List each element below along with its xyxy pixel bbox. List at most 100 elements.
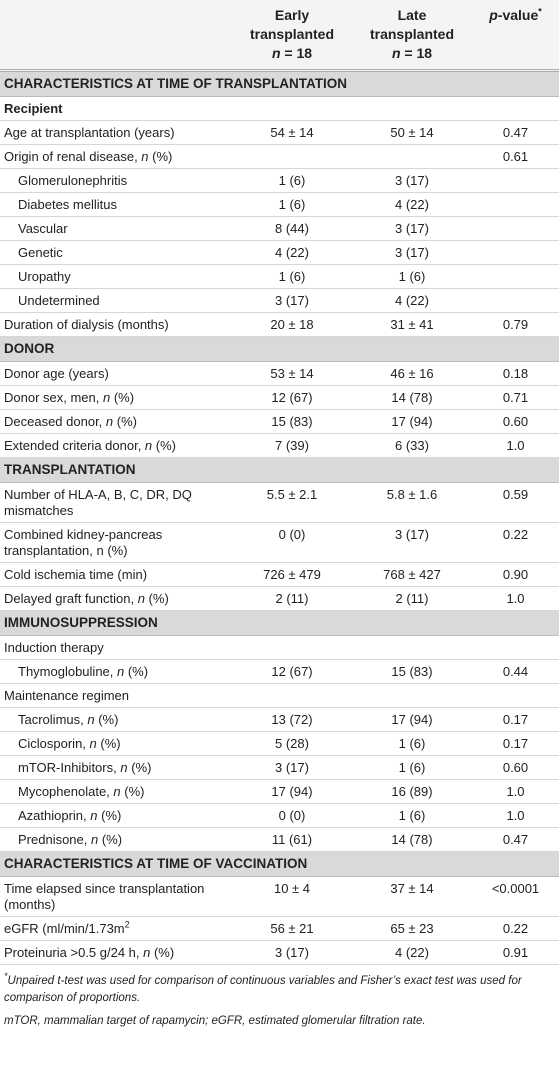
text: CHARACTERISTICS AT TIME OF TRANSPLANTATI… (4, 76, 347, 91)
row-label: Recipient (0, 96, 559, 121)
italic-text: n (91, 832, 99, 847)
text: (%) (96, 736, 121, 751)
cell-value: 4 (22) (352, 288, 472, 313)
row-label: Tacrolimus, n (%) (0, 707, 232, 732)
cell-value: 0.22 (472, 916, 559, 941)
text: Thymoglobuline, (18, 664, 117, 679)
cell-value: 12 (67) (232, 659, 352, 684)
text: mTOR-Inhibitors, (18, 760, 121, 775)
cell-value: 16 (89) (352, 779, 472, 804)
cell-value: 65 ± 23 (352, 916, 472, 941)
cell-value: 11 (61) (232, 827, 352, 852)
cell-value: 0.61 (472, 144, 559, 169)
cell-value: 17 (94) (352, 707, 472, 732)
header-line: Early (236, 6, 348, 25)
row-label: Number of HLA-A, B, C, DR, DQ mismatches (0, 482, 232, 523)
cell-value: 8 (44) (232, 216, 352, 241)
text: (%) (144, 591, 169, 606)
header-line: Late (356, 6, 468, 25)
cell-value: 6 (33) (352, 433, 472, 458)
row-label: IMMUNOSUPPRESSION (0, 610, 559, 636)
section-row: DONOR (0, 336, 559, 362)
row-row: Age at transplantation (years) 54 ± 14 50 … (0, 120, 559, 145)
text: Prednisone, (18, 832, 91, 847)
superscript: 2 (124, 919, 130, 930)
text: transplanted (249, 26, 334, 42)
cell-value: 0.18 (472, 361, 559, 386)
cell-value: 3 (17) (352, 240, 472, 265)
footnotes: *Unpaired t-test was used for comparison… (0, 965, 559, 1030)
italic-text: n (141, 149, 149, 164)
row-label: Maintenance regimen (0, 683, 232, 708)
cell-value: 5 (28) (232, 731, 352, 756)
row-label: Time elapsed since transplantation (mont… (0, 876, 232, 917)
text: Age at transplantation (years) (4, 125, 175, 140)
cell-value: 0.22 (472, 522, 559, 563)
italic-text: n (143, 945, 151, 960)
row-label: eGFR (ml/min/1.73m2 (0, 916, 232, 941)
text: Diabetes mellitus (18, 197, 117, 212)
text: Uropathy (18, 269, 71, 284)
text: Origin of renal disease, (4, 149, 142, 164)
table-body: CHARACTERISTICS AT TIME OF TRANSPLANTATI… (0, 70, 559, 965)
italic-text: n (271, 45, 281, 61)
column-header: Late transplanted n = 18 (352, 0, 472, 72)
cell-value (472, 288, 559, 313)
cell-value: 13 (72) (232, 707, 352, 732)
superscript: * (538, 6, 542, 17)
cell-value: 12 (67) (232, 385, 352, 410)
text: (%) (120, 784, 145, 799)
header-line: transplanted (356, 25, 468, 44)
cell-value: 0.17 (472, 707, 559, 732)
text: (%) (113, 414, 137, 429)
cell-value: 5.5 ± 2.1 (232, 482, 352, 523)
data-table: Early transplanted n = 18 Late transplanted n… (0, 0, 559, 965)
text: Ciclosporin, (18, 736, 90, 751)
text: Glomerulonephritis (18, 173, 128, 188)
row-label: Proteinuria >0.5 g/24 h, n (%) (0, 940, 232, 965)
cell-value: 4 (22) (352, 192, 472, 217)
cell-value (472, 264, 559, 289)
cell-value: 2 (11) (352, 586, 472, 611)
cell-value: 20 ± 18 (232, 312, 352, 337)
text: (%) (148, 149, 173, 164)
cell-value: 15 (83) (352, 659, 472, 684)
italic-text: n (105, 414, 114, 429)
row-row: Proteinuria >0.5 g/24 h, n (%) 3 (17) 4 (2… (0, 940, 559, 965)
footnote: mTOR, mammalian target of rapamycin; eGF… (4, 1013, 555, 1030)
text: Proteinuria >0.5 g/24 h, (4, 945, 144, 960)
row-label: Donor age (years) (0, 361, 232, 386)
italic-text: n (90, 808, 98, 823)
row-label: Thymoglobuline, n (%) (0, 659, 232, 684)
row-row: mTOR-Inhibitors, n (%) 3 (17) 1 (6) 0.60 (0, 755, 559, 780)
sub-row: Recipient (0, 96, 559, 121)
cell-value (352, 144, 472, 169)
cell-value: 15 (83) (232, 409, 352, 434)
row-row: Undetermined 3 (17) 4 (22) (0, 288, 559, 313)
cell-value: 768 ± 427 (352, 562, 472, 587)
cell-value (232, 144, 352, 169)
row-label: Induction therapy (0, 635, 232, 660)
row-label: CHARACTERISTICS AT TIME OF TRANSPLANTATI… (0, 70, 559, 97)
cell-value: 4 (22) (232, 240, 352, 265)
cell-value: 0.59 (472, 482, 559, 523)
cell-value: 1 (6) (232, 192, 352, 217)
footnote: *Unpaired t-test was used for comparison… (4, 972, 555, 1007)
table-header: Early transplanted n = 18 Late transplanted n… (0, 0, 559, 72)
cell-value: 17 (94) (352, 409, 472, 434)
row-row: Azathioprin, n (%) 0 (0) 1 (6) 1.0 (0, 803, 559, 828)
text: Genetic (18, 245, 63, 260)
cell-value: 0.47 (472, 120, 559, 145)
cell-value: 1.0 (472, 803, 559, 828)
cell-value (472, 192, 559, 217)
section-row: IMMUNOSUPPRESSION (0, 610, 559, 636)
text: (%) (98, 832, 123, 847)
cell-value (472, 635, 559, 660)
text: Donor age (years) (4, 366, 109, 381)
row-label: Duration of dialysis (months) (0, 312, 232, 337)
row-row: Uropathy 1 (6) 1 (6) (0, 264, 559, 289)
row-row: eGFR (ml/min/1.73m2 56 ± 21 65 ± 23 0.22 (0, 916, 559, 941)
text: = 18 (400, 45, 433, 61)
cell-value: 4 (22) (352, 940, 472, 965)
cell-value: 3 (17) (232, 755, 352, 780)
